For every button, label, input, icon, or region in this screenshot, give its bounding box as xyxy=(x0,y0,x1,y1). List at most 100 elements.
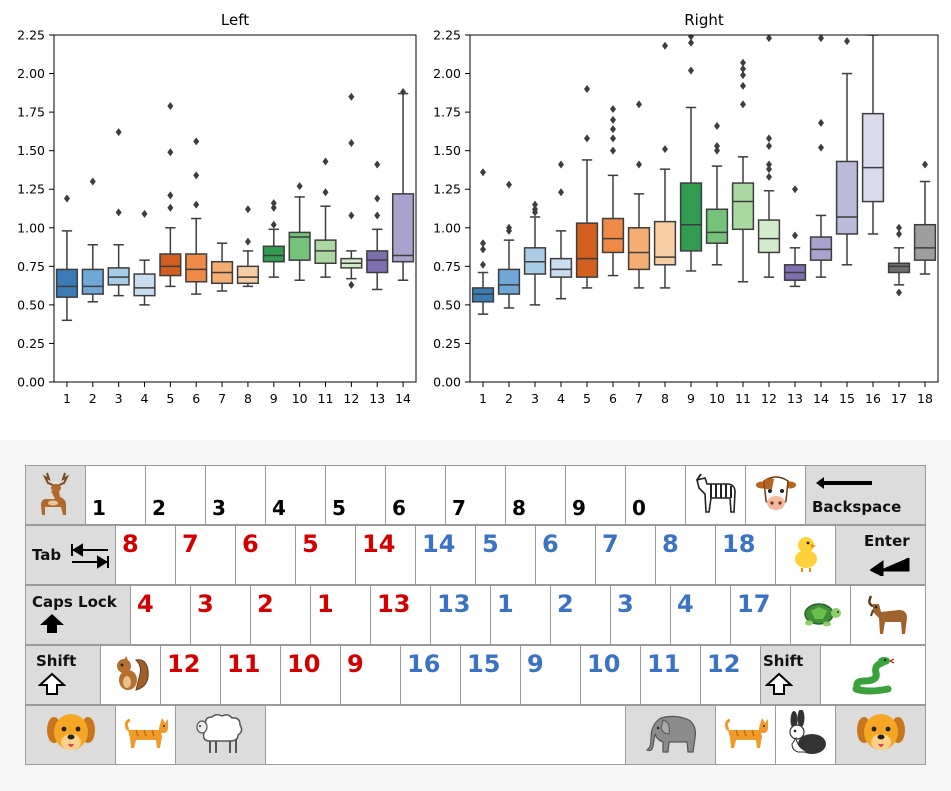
key-value-red[interactable]: 12 xyxy=(160,645,221,705)
key-turtle[interactable] xyxy=(790,585,851,645)
chart-panel: Left 0.00 0.25 0.50 0.75 1.00 1.25 1.50 1.75 2.00… xyxy=(17,11,417,406)
box xyxy=(575,222,599,278)
key-digit-1[interactable]: 1 xyxy=(85,465,146,525)
key-value-red[interactable]: 9 xyxy=(340,645,401,705)
key-value-blue[interactable]: 10 xyxy=(580,645,641,705)
key-enter[interactable]: Enter xyxy=(835,525,926,585)
outlier-point xyxy=(740,100,746,109)
y-tick-label: 1.00 xyxy=(433,220,461,235)
key-value-red[interactable]: 1 xyxy=(310,585,371,645)
key-digit-5[interactable]: 5 xyxy=(325,465,386,525)
key-value-blue[interactable]: 9 xyxy=(520,645,581,705)
key-value-red[interactable]: 6 xyxy=(235,525,296,585)
snake-icon xyxy=(850,651,896,699)
outlier-point xyxy=(896,229,902,238)
key-value-label: 11 xyxy=(647,650,681,678)
box xyxy=(679,182,703,252)
key-space[interactable] xyxy=(265,705,626,765)
sheep-icon xyxy=(192,711,250,759)
key-value-red[interactable]: 14 xyxy=(355,525,416,585)
key-value-blue[interactable]: 8 xyxy=(655,525,716,585)
outlier-point xyxy=(244,237,251,246)
key-value-red[interactable]: 4 xyxy=(130,585,191,645)
key-squirrel[interactable] xyxy=(100,645,161,705)
key-value-blue[interactable]: 2 xyxy=(550,585,611,645)
key-value-blue[interactable]: 14 xyxy=(415,525,476,585)
key-digit-6[interactable]: 6 xyxy=(385,465,446,525)
y-tick-label: 0.75 xyxy=(17,259,45,274)
key-zebra[interactable] xyxy=(685,465,746,525)
key-digit-3[interactable]: 3 xyxy=(205,465,266,525)
key-value-blue[interactable]: 16 xyxy=(400,645,461,705)
key-backspace[interactable]: Backspace xyxy=(805,465,926,525)
key-value-blue[interactable]: 15 xyxy=(460,645,521,705)
key-shift-right[interactable]: Shift xyxy=(760,645,821,705)
chart-panel: Right 0.00 0.25 0.50 0.75 1.00 1.25 1.50 1.75 2.0… xyxy=(433,11,939,406)
key-value-label: 12 xyxy=(167,650,201,678)
key-chick[interactable] xyxy=(775,525,836,585)
key-value-blue[interactable]: 17 xyxy=(730,585,791,645)
x-tick-label: 15 xyxy=(839,391,855,406)
key-digit-4[interactable]: 4 xyxy=(265,465,326,525)
x-tick-label: 1 xyxy=(479,391,487,406)
key-value-label: 5 xyxy=(482,530,499,558)
key-value-red[interactable]: 5 xyxy=(295,525,356,585)
outlier-point xyxy=(558,160,564,169)
key-elephant[interactable] xyxy=(625,705,716,765)
key-value-red[interactable]: 13 xyxy=(370,585,431,645)
y-tick-label: 1.75 xyxy=(17,105,45,120)
key-value-blue[interactable]: 1 xyxy=(490,585,551,645)
key-dog[interactable] xyxy=(25,705,116,765)
cat-icon xyxy=(720,716,772,754)
key-value-blue[interactable]: 6 xyxy=(535,525,596,585)
key-tab[interactable]: Tab xyxy=(25,525,116,585)
key-cat[interactable] xyxy=(115,705,176,765)
box xyxy=(835,160,859,235)
key-value-red[interactable]: 2 xyxy=(250,585,311,645)
key-digit-7[interactable]: 7 xyxy=(445,465,506,525)
key-value-blue[interactable]: 7 xyxy=(595,525,656,585)
outlier-point xyxy=(115,208,122,217)
key-deer[interactable] xyxy=(25,465,86,525)
x-tick-label: 7 xyxy=(218,391,226,406)
x-tick-label: 8 xyxy=(244,391,252,406)
outlier-point xyxy=(610,134,616,143)
key-dog[interactable] xyxy=(835,705,926,765)
y-tick-label: 2.00 xyxy=(433,66,461,81)
key-digit-2[interactable]: 2 xyxy=(145,465,206,525)
outlier-point xyxy=(296,182,303,191)
tab-arrows-icon xyxy=(71,543,109,569)
x-tick-label: 12 xyxy=(343,391,359,406)
key-goat[interactable] xyxy=(850,585,926,645)
key-caps-lock[interactable]: Caps Lock xyxy=(25,585,131,645)
key-rabbit[interactable] xyxy=(775,705,836,765)
key-value-red[interactable]: 3 xyxy=(190,585,251,645)
box xyxy=(757,219,781,254)
key-label: 8 xyxy=(512,496,526,520)
key-digit-8[interactable]: 8 xyxy=(505,465,566,525)
key-value-red[interactable]: 10 xyxy=(280,645,341,705)
key-value-blue[interactable]: 13 xyxy=(430,585,491,645)
key-value-red[interactable]: 11 xyxy=(220,645,281,705)
key-sheep[interactable] xyxy=(175,705,266,765)
key-cat[interactable] xyxy=(715,705,776,765)
key-value-blue[interactable]: 4 xyxy=(670,585,731,645)
key-value-red[interactable]: 8 xyxy=(115,525,176,585)
key-cow[interactable] xyxy=(745,465,806,525)
key-value-blue[interactable]: 11 xyxy=(640,645,701,705)
caps-lock-arrow-icon xyxy=(40,614,64,633)
key-value-blue[interactable]: 5 xyxy=(475,525,536,585)
enter-arrow-icon xyxy=(870,558,910,576)
key-value-blue[interactable]: 12 xyxy=(700,645,761,705)
key-value-blue[interactable]: 3 xyxy=(610,585,671,645)
key-shift-left[interactable]: Shift xyxy=(25,645,101,705)
key-digit-9[interactable]: 9 xyxy=(565,465,626,525)
goat-icon xyxy=(865,590,911,640)
key-value-blue[interactable]: 18 xyxy=(715,525,776,585)
key-value-red[interactable]: 7 xyxy=(175,525,236,585)
key-digit-0[interactable]: 0 xyxy=(625,465,686,525)
plot-frame xyxy=(469,34,939,383)
key-snake[interactable] xyxy=(820,645,926,705)
outlier-point xyxy=(766,165,772,174)
outlier-point xyxy=(270,199,277,208)
